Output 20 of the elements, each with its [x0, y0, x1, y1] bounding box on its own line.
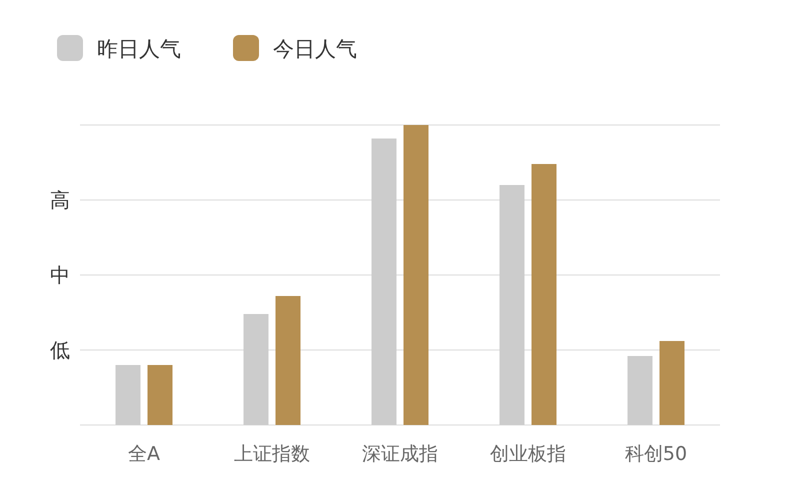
bar: [148, 365, 172, 425]
bar: [532, 164, 556, 425]
x-tick-label: 上证指数: [234, 443, 310, 465]
text: 低: [50, 338, 70, 362]
bar: [372, 138, 396, 425]
x-tick-label: 创业板指: [490, 443, 566, 465]
x-tick-label: 科创50: [624, 443, 688, 465]
legend-label: 昨日人气: [97, 37, 181, 61]
bar: [276, 296, 300, 425]
text: 高: [50, 188, 70, 212]
bar: [404, 125, 428, 425]
x-tick-label: 深证成指: [362, 443, 438, 465]
text: 中: [50, 263, 70, 287]
bar: [116, 365, 140, 425]
bar: [628, 356, 652, 425]
legend-label: 今日人气: [273, 37, 357, 61]
bar: [500, 185, 524, 425]
bar: [244, 314, 268, 425]
bar: [660, 341, 684, 425]
x-tick-label: 全A: [128, 443, 160, 465]
